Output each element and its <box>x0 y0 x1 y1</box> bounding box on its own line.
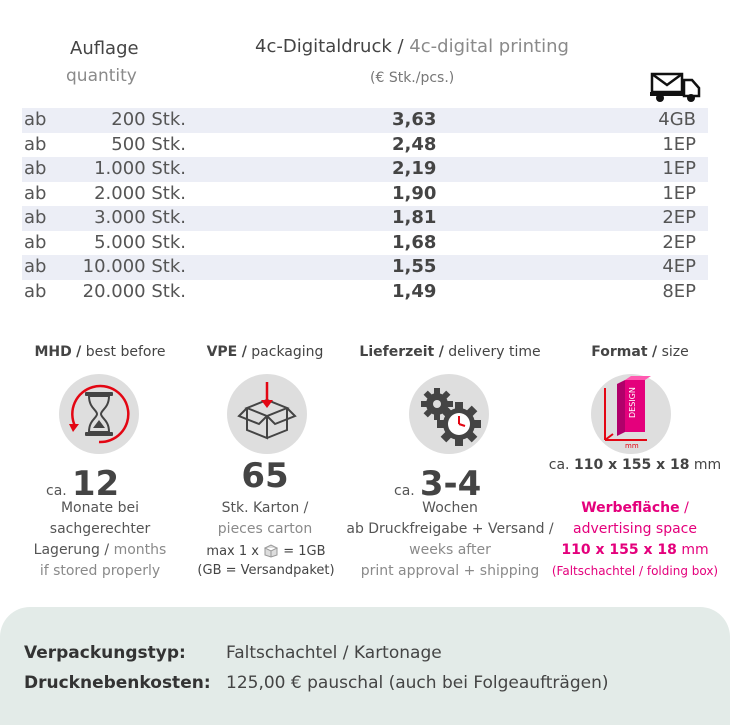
packaging-type-value: Faltschachtel / Kartonage <box>226 643 442 663</box>
svg-text:mm: mm <box>625 442 639 450</box>
hourglass-icon <box>59 374 139 454</box>
footer-panel: Verpackungstyp: Faltschachtel / Kartonag… <box>0 607 730 725</box>
delivery-title: Lieferzeit / delivery time <box>359 344 541 360</box>
print-header-en: 4c-digital printing <box>409 36 569 57</box>
vpe-title: VPE / packaging <box>206 344 324 360</box>
quantity-header-de: Auflage <box>70 38 139 59</box>
delivery-details: Wochen ab Druckfreigabe + Versand / week… <box>346 500 554 579</box>
packaging-type-label: Verpackungstyp: <box>24 643 186 663</box>
format-size: ca. 110 x 155 x 18 mm <box>548 457 722 473</box>
table-row: ab 3.000 Stk. 1,81 2EP <box>22 206 708 231</box>
delivery-value: ca. 3-4 <box>394 464 482 504</box>
svg-text:DESIGN: DESIGN <box>628 387 637 418</box>
mail-truck-icon <box>650 70 702 108</box>
mhd-title: MHD / best before <box>34 344 166 360</box>
print-costs-label: Drucknebenkosten: <box>24 673 211 693</box>
table-row: ab 20.000 Stk. 1,49 8EP <box>24 280 696 302</box>
unit-note: (€ Stk./pcs.) <box>370 70 455 86</box>
quantity-header-en: quantity <box>66 66 137 86</box>
small-box-icon <box>263 544 279 563</box>
gears-clock-icon <box>409 374 489 454</box>
print-header: 4c-Digitaldruck / 4c-digital printing <box>255 36 569 57</box>
format-title: Format / size <box>591 344 689 360</box>
mhd-details: Monate bei sachgerechter Lagerung / mont… <box>33 500 167 579</box>
table-row: ab 200 Stk. 3,63 4GB <box>22 108 708 133</box>
print-costs-value: 125,00 € pauschal (auch bei Folgeaufträg… <box>226 673 609 693</box>
table-row: ab 1.000 Stk. 2,19 1EP <box>22 157 708 182</box>
print-header-de: 4c-Digitaldruck <box>255 36 392 57</box>
table-row: ab 10.000 Stk. 1,55 4EP <box>22 255 708 280</box>
vpe-value: 65 <box>241 456 289 496</box>
table-row: ab 500 Stk. 2,48 1EP <box>24 133 696 155</box>
price-table: ab 200 Stk. 3,63 4GB ab 500 Stk. 2,48 1EP ab 1.… <box>22 108 708 304</box>
table-row: ab 5.000 Stk. 1,68 2EP <box>24 231 696 253</box>
folding-box-design-icon: DESIGN mm <box>591 374 671 454</box>
table-row: ab 2.000 Stk. 1,90 1EP <box>24 182 696 204</box>
mhd-value: ca. 12 <box>46 464 120 504</box>
box-icon <box>227 374 307 454</box>
vpe-note: max 1 x = 1GB (GB = Versandpaket) <box>197 544 335 578</box>
advertising-space: Werbefläche / advertising space 110 x 15… <box>551 500 719 578</box>
vpe-details: Stk. Karton / pieces carton <box>217 500 313 537</box>
